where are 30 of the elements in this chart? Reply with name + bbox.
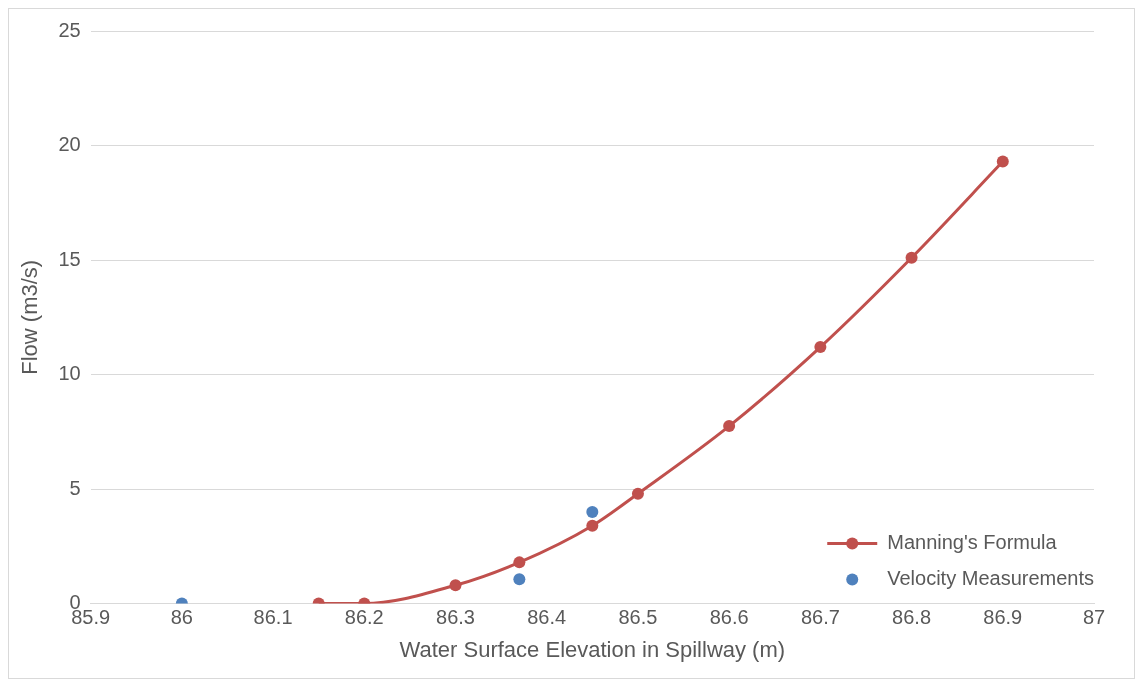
point [586,519,599,532]
point [631,487,644,500]
point [449,579,462,592]
y-tick-label: 25 [58,18,81,41]
x-tick-label: 87 [1082,606,1106,629]
legend-label: Velocity Measurements [887,567,1095,590]
y-tick-label: 10 [58,362,81,385]
point [586,505,599,518]
point [996,155,1009,168]
x-tick-label: 86.8 [892,606,932,629]
x-tick-label: 86.3 [436,606,475,629]
x-tick-label: 86.6 [709,606,749,629]
x-axis-title: Water Surface Elevation in Spillway (m) [399,636,786,662]
x-tick-label: 86 [170,606,193,629]
y-axis-title: Flow (m3/s) [17,259,43,375]
x-tick-label: 86.1 [253,606,293,629]
y-tick-label: 5 [69,476,81,499]
x-tick-label: 86.9 [983,606,1023,629]
legend-label: Manning's Formula [887,531,1058,554]
x-tick-label: 86.4 [527,606,567,629]
point [905,251,918,264]
point [723,420,736,433]
y-tick-label: 20 [58,133,81,156]
x-tick-label: 86.2 [344,606,384,629]
point [513,556,526,569]
x-tick-label: 86.5 [618,606,658,629]
x-tick-label: 86.7 [800,606,840,629]
point [513,573,526,586]
y-tick-label: 15 [58,247,81,270]
point [814,341,827,354]
